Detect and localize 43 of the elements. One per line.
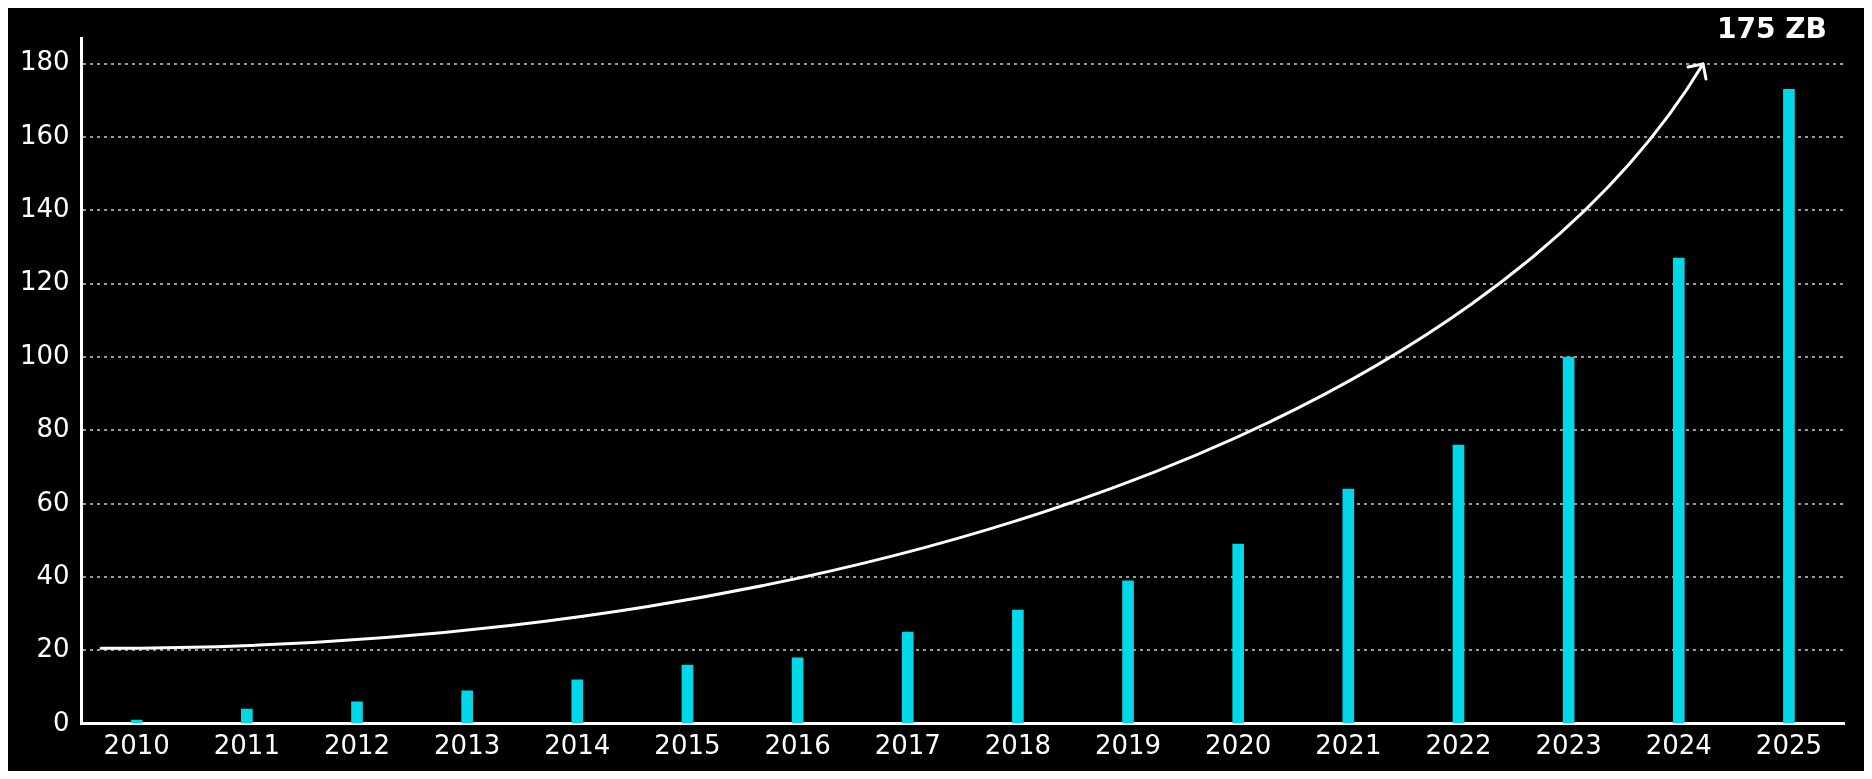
x-tick-label: 2023 [1535,730,1602,761]
bar [461,690,473,724]
bar [1452,444,1465,724]
bar [1122,580,1134,724]
bar [1342,488,1355,724]
bar [1232,543,1245,724]
x-tick-label: 2019 [1094,730,1162,761]
y-tick-label: 60 [36,486,70,517]
bar [1783,89,1795,724]
bar [351,701,363,724]
bar [1672,257,1685,724]
annotation: 175 ZB [1717,12,1827,45]
bar [901,631,914,724]
y-tick-label: 80 [36,413,70,444]
y-tick-label: 180 [19,46,70,77]
y-tick-label: 0 [53,706,70,737]
x-tick-label: 2020 [1205,730,1272,761]
bar [1562,356,1575,724]
x-tick-label: 2016 [764,730,831,761]
x-tick-label: 2013 [434,730,501,761]
bar [681,664,694,724]
y-tick-label: 160 [19,119,70,150]
y-tick-label: 120 [19,266,70,297]
x-tick-label: 2024 [1645,730,1712,761]
x-tick-label: 2021 [1315,730,1382,761]
x-tick-label: 2015 [654,730,721,761]
x-tick-label: 2022 [1425,730,1492,761]
bar [1012,609,1024,724]
y-tick-label: 140 [19,193,70,224]
bar [130,719,143,724]
x-tick-label: 2025 [1755,730,1823,761]
x-tick-label: 2014 [544,730,611,761]
bar [241,708,253,724]
y-tick-label: 40 [36,559,70,590]
y-tick-label: 20 [36,633,70,664]
x-tick-label: 2011 [213,730,280,761]
x-tick-label: 2018 [984,730,1051,761]
bar [571,679,584,724]
y-tick-label: 100 [19,339,70,370]
bar [791,657,804,724]
x-tick-label: 2012 [323,730,391,761]
x-tick-label: 2017 [874,730,941,761]
x-tick-label: 2010 [103,730,170,761]
